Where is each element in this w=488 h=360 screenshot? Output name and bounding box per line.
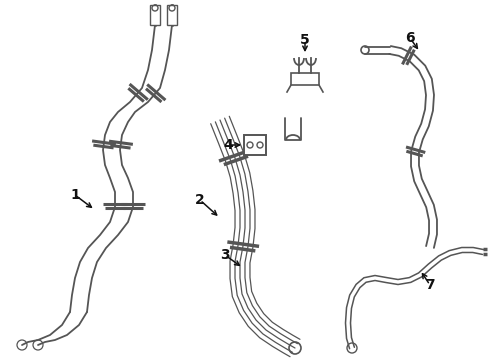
Bar xyxy=(290,73,318,85)
Text: 6: 6 xyxy=(405,31,414,45)
Bar xyxy=(244,135,265,155)
Bar xyxy=(150,5,160,25)
Text: 5: 5 xyxy=(300,33,309,47)
Text: 3: 3 xyxy=(220,248,229,262)
Text: 7: 7 xyxy=(425,278,434,292)
Bar xyxy=(167,5,177,25)
Text: 1: 1 xyxy=(70,188,80,202)
Text: 4: 4 xyxy=(223,138,232,152)
Text: 2: 2 xyxy=(195,193,204,207)
